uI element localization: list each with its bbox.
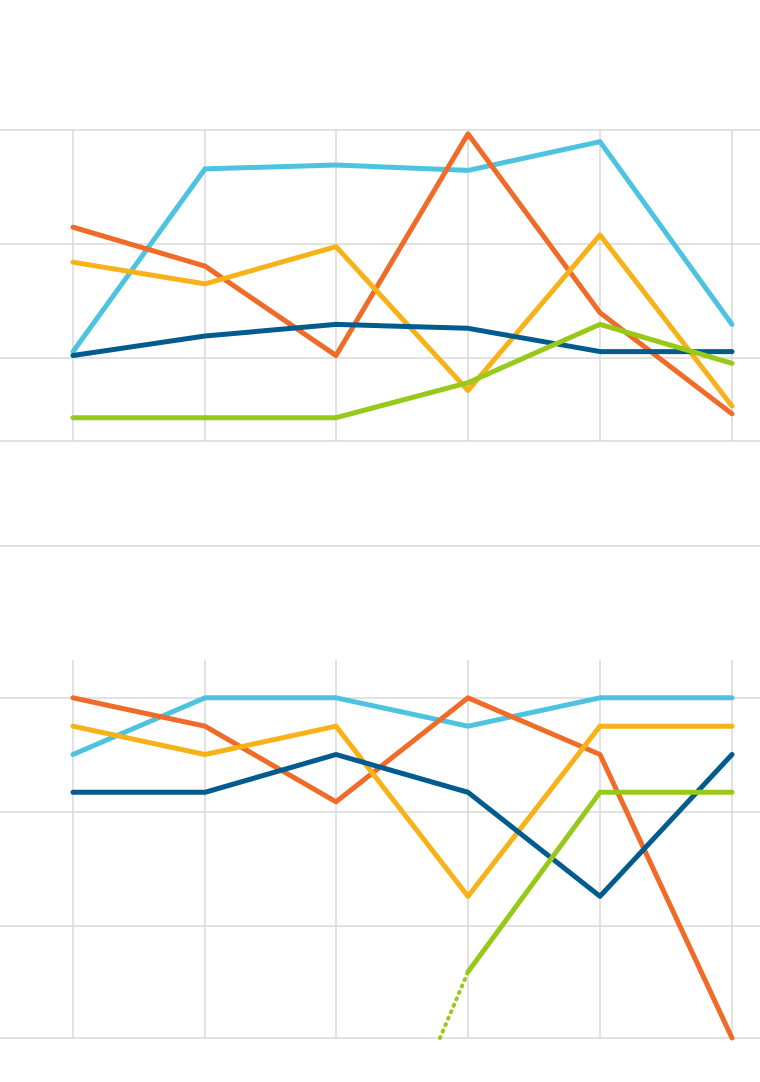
chart-panel-2: [0, 545, 760, 1041]
series-line-4: [70, 321, 735, 358]
series-line-2: [70, 695, 735, 1041]
series-line-3: [70, 723, 735, 899]
series-5-dotted-lead: [438, 969, 470, 1040]
series-line-3: [70, 232, 735, 409]
series-line-4: [70, 752, 735, 899]
chart-panel-1: [0, 129, 760, 442]
series-line-5: [70, 321, 735, 421]
series-line-2: [70, 131, 735, 417]
series-line-1: [70, 695, 735, 757]
series-line-1: [70, 139, 735, 355]
